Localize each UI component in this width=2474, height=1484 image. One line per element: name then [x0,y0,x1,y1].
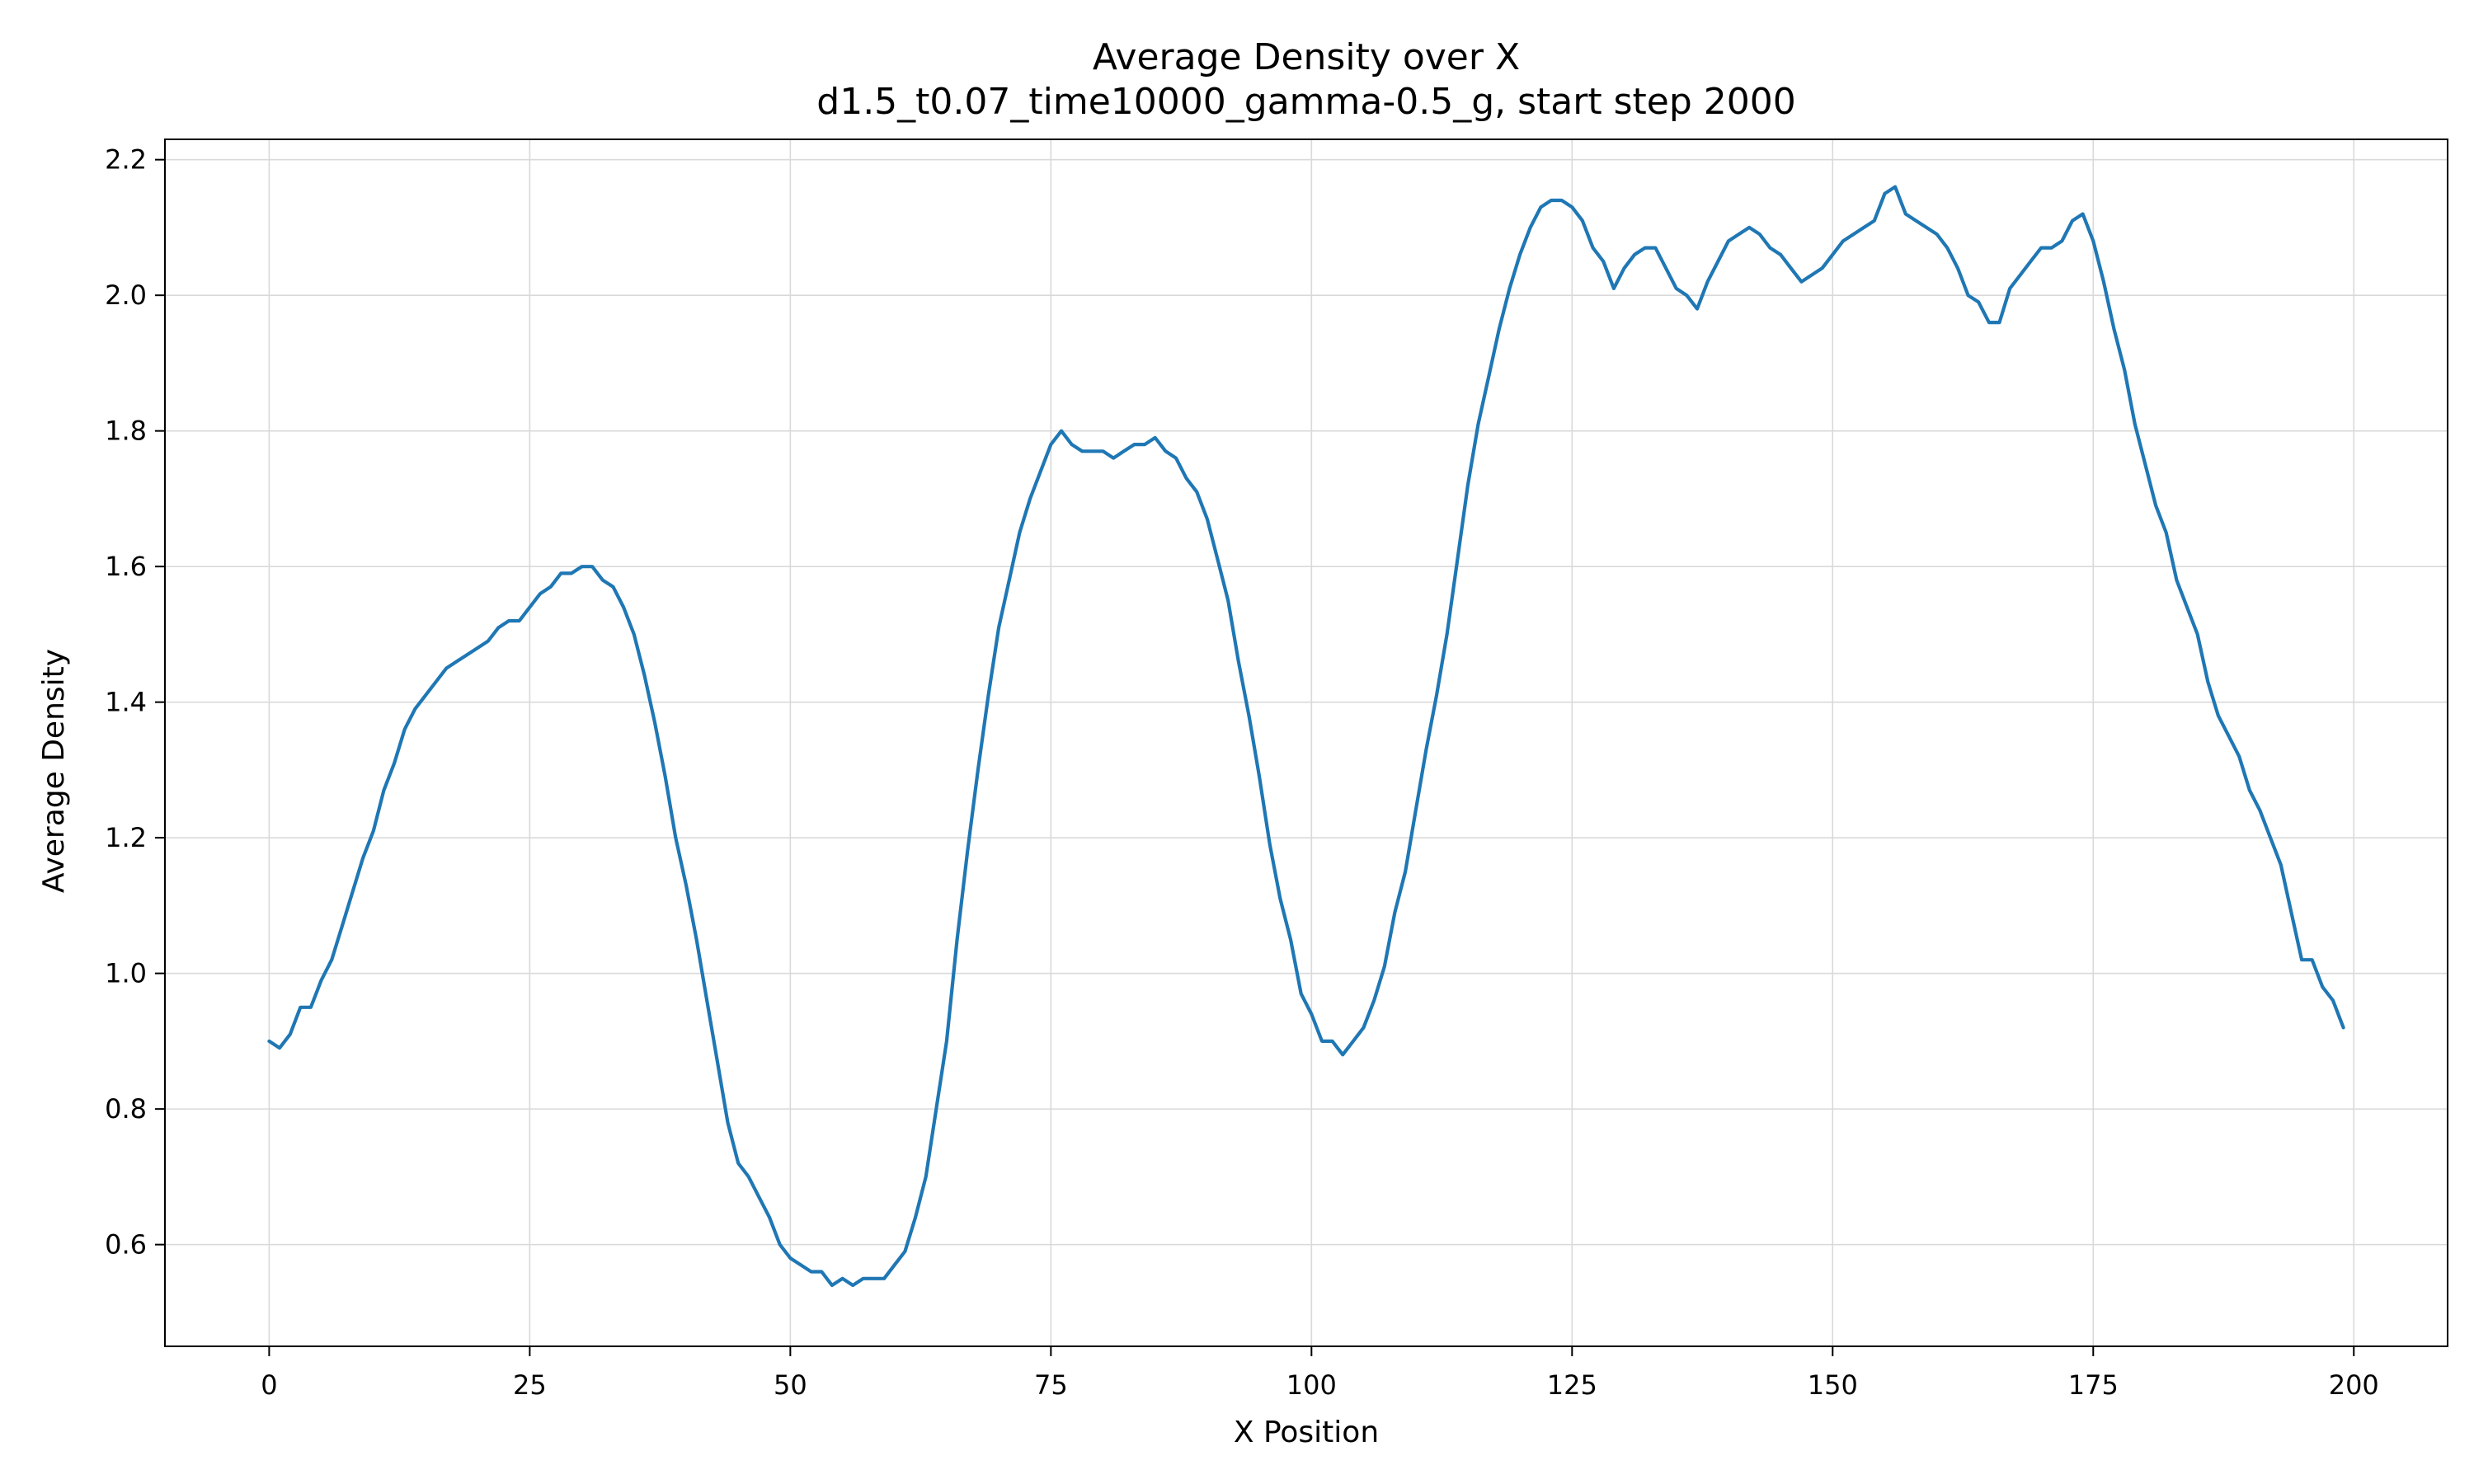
x-tick-label: 25 [513,1369,547,1401]
chart-subtitle: d1.5_t0.07_time10000_gamma-0.5_g, start … [816,81,1795,123]
x-tick-label: 0 [261,1369,277,1401]
y-tick-label: 1.8 [105,416,147,447]
y-axis-label: Average Density [37,649,71,893]
y-tick-label: 1.4 [105,687,147,718]
x-tick-label: 150 [1808,1369,1858,1401]
y-tick-label: 1.2 [105,822,147,853]
y-tick-label: 0.8 [105,1093,147,1125]
y-axis-ticks: 0.6 0.8 1.0 1.2 1.4 1.6 1.8 2.0 2.2 [105,144,165,1261]
x-tick-label: 175 [2068,1369,2119,1401]
x-tick-label: 50 [774,1369,807,1401]
y-tick-label: 0.6 [105,1229,147,1261]
y-tick-label: 2.0 [105,279,147,311]
plot-frame [164,139,2448,1347]
x-axis-ticks: 0 25 50 75 100 125 150 175 200 [261,1346,2379,1401]
grid-lines [165,139,2448,1346]
series-group [267,185,2345,1288]
x-tick-label: 75 [1034,1369,1068,1401]
y-tick-label: 1.6 [105,551,147,582]
y-tick-label: 2.2 [105,144,147,176]
series-line [267,185,2345,1288]
y-tick-label: 1.0 [105,958,147,989]
x-axis-label: X Position [1234,1416,1379,1449]
chart-title: Average Density over X [1093,36,1520,78]
x-tick-label: 125 [1547,1369,1597,1401]
x-tick-label: 200 [2329,1369,2379,1401]
x-tick-label: 100 [1286,1369,1337,1401]
